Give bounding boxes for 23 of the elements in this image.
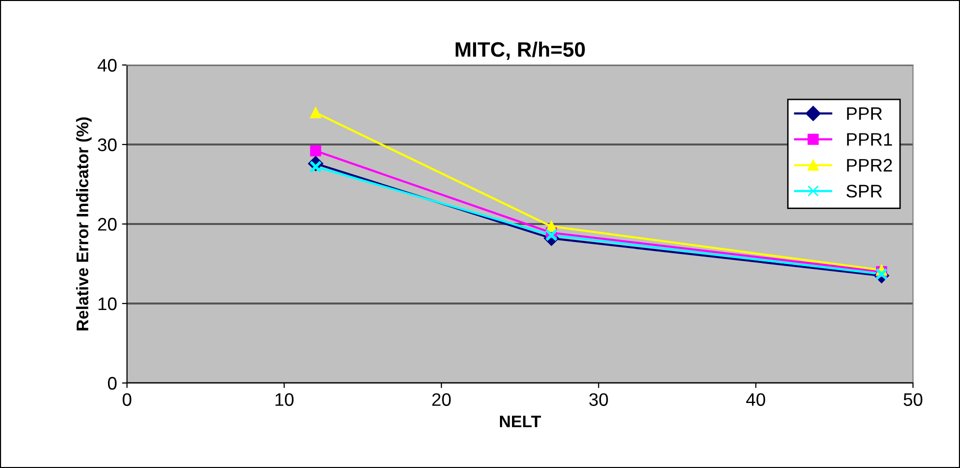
y-tick-label: 40 — [98, 58, 117, 72]
chart-title: MITC, R/h=50 — [456, 42, 585, 60]
legend-label: PPR — [847, 107, 882, 120]
point — [310, 107, 322, 118]
legend-label: PPR1 — [847, 133, 892, 146]
point — [310, 145, 322, 156]
x-axis-title: NELT — [500, 416, 541, 428]
x-tick-label: 0 — [122, 393, 132, 406]
y-tick-label: 20 — [98, 218, 117, 231]
x-tick-label: 40 — [746, 393, 766, 406]
y-axis-title: Relative Error Indicator (%) — [76, 117, 92, 330]
point — [875, 268, 888, 280]
legend-label: PPR2 — [847, 158, 892, 172]
y-tick-label: 0 — [108, 376, 117, 390]
x-tick-label: 50 — [904, 393, 922, 406]
x-tick-label: 30 — [589, 393, 608, 406]
y-tick-label: 10 — [98, 297, 117, 310]
point — [309, 160, 322, 174]
legend-label: SPR — [846, 184, 882, 198]
point — [545, 228, 558, 242]
y-tick-label: 30 — [98, 138, 117, 152]
x-tick-label: 10 — [276, 393, 294, 406]
x-tick-label: 20 — [432, 393, 451, 406]
